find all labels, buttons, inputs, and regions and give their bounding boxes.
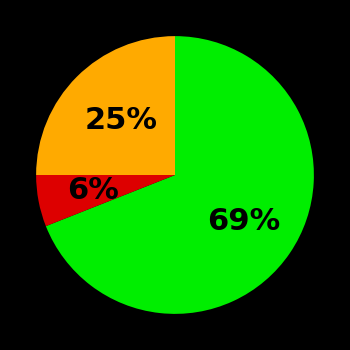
Wedge shape [46, 36, 314, 314]
Text: 6%: 6% [67, 176, 119, 205]
Wedge shape [36, 175, 175, 226]
Text: 69%: 69% [207, 207, 281, 236]
Text: 25%: 25% [84, 106, 158, 135]
Wedge shape [36, 36, 175, 175]
